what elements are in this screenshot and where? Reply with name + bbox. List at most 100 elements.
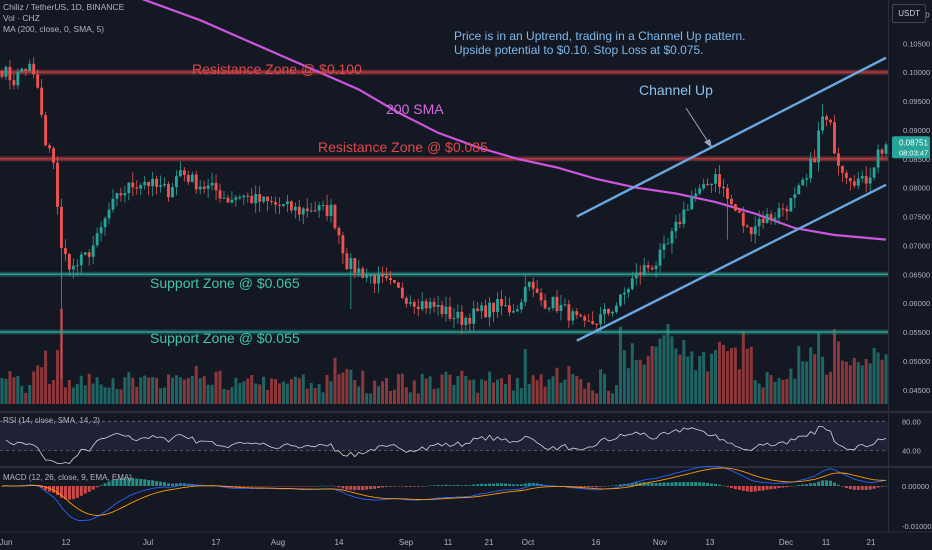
macd-hist-bar: [753, 486, 757, 492]
candle-body: [230, 199, 234, 203]
macd-hist-bar: [333, 486, 337, 487]
candle-body: [309, 210, 313, 212]
candle-body: [412, 302, 416, 307]
candle-body: [381, 273, 384, 277]
candle-body: [226, 197, 230, 203]
volume-bars: [0, 309, 888, 404]
volume-bar: [20, 385, 24, 404]
volume-bar: [135, 386, 139, 404]
volume-bar: [507, 374, 511, 404]
candle-body: [111, 198, 115, 210]
candle-body: [198, 186, 202, 190]
volume-bar: [40, 367, 44, 404]
candle-body: [523, 286, 527, 303]
macd-hist-bar: [614, 485, 618, 486]
candle-body: [650, 267, 654, 270]
macd-hist-bar: [412, 486, 416, 487]
volume-bar: [488, 371, 492, 404]
macd-hist-bar: [682, 482, 686, 486]
macd-hist-bar: [166, 483, 170, 486]
callout-arrow-head: [704, 139, 712, 148]
volume-bar: [289, 379, 293, 404]
macd-hist-bar: [238, 486, 242, 487]
volume-bar: [468, 379, 472, 404]
macd-hist-bar: [721, 485, 725, 487]
volume-bar: [262, 376, 266, 404]
candle-body: [333, 204, 337, 229]
current-price-label: 0.08751: [899, 138, 928, 147]
macd-hist-bar: [733, 486, 737, 490]
candle-body: [262, 196, 266, 202]
volume-bar: [706, 371, 710, 404]
volume-bar: [539, 374, 543, 404]
macd-hist-bar: [83, 486, 87, 494]
candle-body: [749, 227, 753, 235]
volume-bar: [860, 365, 864, 404]
volume-bar: [341, 372, 345, 404]
volume-bar: [28, 384, 32, 404]
macd-hist-bar: [492, 483, 496, 486]
macd-hist-bar: [785, 486, 789, 488]
candle-body: [456, 311, 460, 319]
currency-unit-button[interactable]: USDT: [892, 4, 926, 23]
candle-body: [4, 66, 8, 77]
macd-hist-bar: [408, 486, 412, 487]
date-tick-label: 14: [335, 538, 344, 547]
volume-bar: [773, 381, 777, 404]
volume-bar: [840, 360, 844, 404]
candle-body: [155, 178, 159, 187]
volume-bar: [159, 388, 163, 404]
candle-body: [603, 308, 606, 315]
macd-hist-bar: [448, 485, 452, 486]
macd-hist-bar: [729, 486, 733, 489]
macd-hist-bar: [262, 486, 266, 487]
macd-hist-bar: [75, 486, 79, 498]
macd-hist-bar: [817, 481, 821, 486]
macd-hist-bar: [317, 485, 321, 487]
volume-bar: [571, 374, 575, 404]
candle-body: [305, 208, 309, 212]
macd-hist-bar: [361, 486, 365, 491]
candle-body: [789, 198, 793, 212]
volume-bar: [583, 388, 587, 404]
volume-bar: [607, 390, 611, 404]
macd-hist-bar: [718, 484, 722, 486]
volume-bar: [694, 370, 698, 404]
candle-body: [127, 182, 131, 194]
macd-hist-bar: [860, 486, 864, 490]
volume-bar: [143, 375, 147, 404]
volume-bar: [670, 336, 674, 404]
volume-bar: [480, 379, 484, 404]
candle-body: [527, 281, 531, 287]
volume-bar: [254, 383, 258, 404]
macd-hist-bar: [741, 486, 745, 491]
macd-hist-bar: [147, 479, 151, 486]
macd-hist-bar: [765, 486, 769, 490]
volume-bar: [741, 331, 745, 404]
macd-hist-bar: [876, 486, 880, 488]
macd-hist-bar: [634, 482, 638, 486]
macd-hist-bar: [499, 483, 503, 486]
macd-hist-bar: [690, 482, 694, 486]
volume-bar: [210, 384, 214, 404]
candle-body: [194, 174, 198, 190]
macd-hist-bar: [396, 486, 400, 487]
volume-bar: [658, 338, 662, 404]
candle-body: [658, 249, 662, 266]
macd-hist-bar: [880, 486, 884, 487]
volume-bar: [884, 354, 888, 404]
macd-hist-bar: [0, 486, 4, 487]
volume-bar: [420, 373, 424, 404]
candle-body: [147, 181, 151, 187]
candle-body: [416, 306, 420, 310]
macd-hist-bar: [289, 486, 293, 487]
macd-hist-bar: [813, 482, 817, 486]
candle-body: [71, 265, 75, 270]
volume-bar: [848, 365, 852, 404]
macd-hist-bar: [507, 483, 511, 486]
macd-hist-bar: [369, 486, 373, 490]
volume-bar: [686, 356, 690, 404]
candle-body: [83, 252, 87, 255]
candle-body: [670, 231, 674, 244]
